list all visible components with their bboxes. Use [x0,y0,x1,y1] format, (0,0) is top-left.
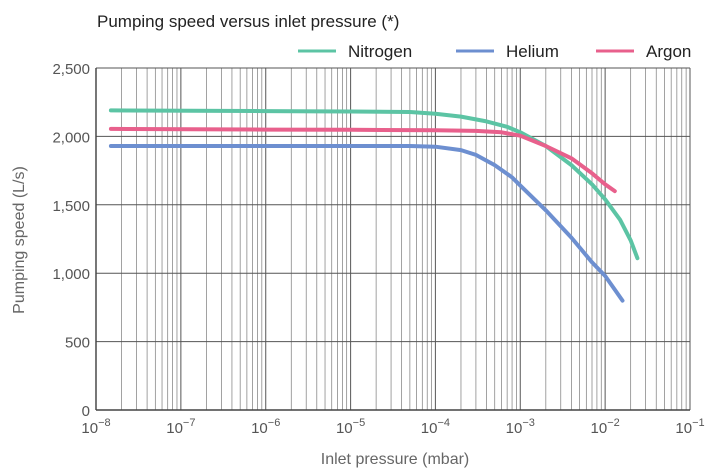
x-tick-base: 10 [591,420,608,437]
x-tick-label: 10−5 [336,417,365,437]
x-tick-exponent: −7 [183,417,196,429]
legend-label: Nitrogen [348,42,412,61]
series-line-helium [108,144,625,303]
x-tick-base: 10 [421,420,438,437]
x-tick-label: 10−8 [81,417,110,437]
axes [95,68,690,411]
legend: Nitrogen Helium Argon [298,42,691,61]
legend-item-argon: Argon [596,42,691,61]
x-tick-base: 10 [506,420,523,437]
x-tick-label: 10−2 [591,417,620,437]
x-tick-base: 10 [675,420,692,437]
x-tick-exponent: −6 [268,417,281,429]
x-tick-label: 10−3 [506,417,535,437]
series-line-nitrogen [108,108,640,261]
x-tick-label: 10−6 [251,417,280,437]
legend-item-nitrogen: Nitrogen [298,42,412,61]
legend-item-helium: Helium [456,42,559,61]
x-tick-base: 10 [251,420,268,437]
x-tick-exponent: −1 [692,417,705,429]
legend-label: Helium [506,42,559,61]
x-tick-exponent: −5 [353,417,366,429]
x-tick-label: 10−4 [421,417,450,437]
y-tick-label: 0 [82,403,90,420]
legend-label: Argon [646,42,691,61]
x-tick-base: 10 [166,420,183,437]
y-tick-label: 1,000 [52,266,90,283]
x-tick-exponent: −2 [607,417,620,429]
x-tick-base: 10 [336,420,353,437]
y-tick-label: 2,000 [52,129,90,146]
x-tick-exponent: −4 [437,417,450,429]
y-axis-label: Pumping speed (L/s) [11,166,28,314]
chart-title: Pumping speed versus inlet pressure (*) [97,12,399,31]
grid [95,67,691,411]
x-tick-label: 10−1 [675,417,704,437]
x-axis-label: Inlet pressure (mbar) [321,451,470,468]
x-tick-exponent: −3 [522,417,535,429]
y-tick-label: 1,500 [52,198,90,215]
x-tick-base: 10 [81,420,98,437]
y-tick-label: 2,500 [52,61,90,78]
x-tick-exponent: −8 [98,417,111,429]
x-tick-label: 10−7 [166,417,195,437]
y-tick-label: 500 [65,335,90,352]
series-lines [108,108,640,303]
series-line-argon [108,126,617,194]
